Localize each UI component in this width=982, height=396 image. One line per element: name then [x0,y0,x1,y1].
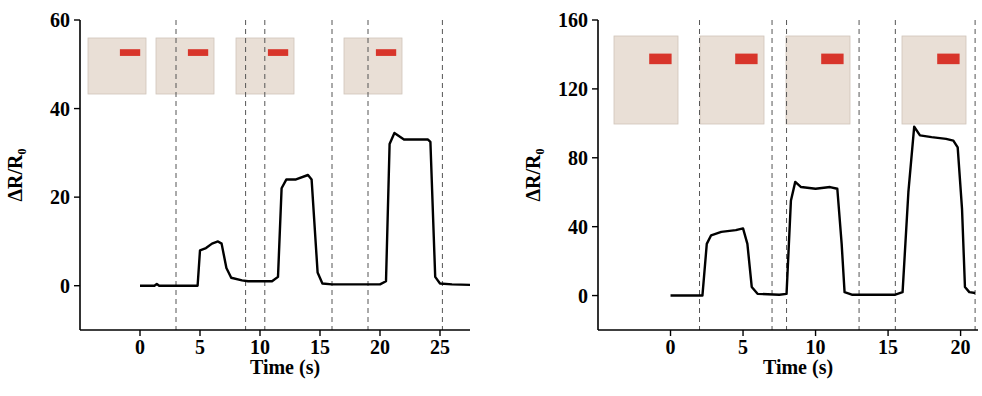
divider [975,20,976,330]
photo-placeholder [156,38,214,94]
y-tick-label: 60 [50,9,70,31]
y-tick [592,157,598,158]
y-axis-title: ΔR/R₀ [522,149,544,202]
x-axis-title: Time (s) [763,356,833,379]
x-tick-label: 0 [666,336,676,358]
data-line [671,127,976,296]
y-tick-label: 40 [50,98,70,120]
y-tick [74,19,80,20]
divider [245,20,246,330]
y-tick [592,88,598,89]
y-tick [74,108,80,109]
photo-placeholder [786,36,850,124]
photo-placeholder [88,38,146,94]
photo-sensor [120,49,140,56]
photo-sensor [649,54,671,65]
y-tick-label: 160 [558,9,588,31]
x-tick-label: 5 [738,336,748,358]
y-tick [74,285,80,286]
y-tick [592,226,598,227]
x-tick-label: 5 [195,336,205,358]
divider [772,20,773,330]
x-axis-title: Time (s) [250,356,320,379]
x-tick-label: 15 [310,336,330,358]
data-line [140,133,470,286]
photo-placeholder [344,38,402,94]
y-axis [597,20,599,330]
x-tick-label: 15 [878,336,898,358]
photo-sensor [735,54,757,65]
y-tick-label: 120 [558,78,588,100]
y-tick-label: 0 [578,285,588,307]
divider [176,20,177,330]
x-tick-label: 0 [135,336,145,358]
divider [699,20,700,330]
x-axis [80,329,470,331]
y-tick [592,295,598,296]
panel: 0 40 80 120 160 0 5 10 15 20 Time (s) ΔR/R₀ [522,9,978,379]
photo-placeholder [614,36,678,124]
divider [264,20,265,330]
x-tick-label: 10 [806,336,826,358]
x-tick-label: 20 [951,336,971,358]
y-tick-label: 0 [60,275,70,297]
photo-sensor [937,54,959,65]
photo-sensor [268,49,288,56]
y-tick [74,196,80,197]
x-tick-label: 20 [370,336,390,358]
plot-area [140,133,470,286]
y-axis-title: ΔR/R₀ [4,149,26,202]
y-tick [592,19,598,20]
divider [859,20,860,330]
divider [895,20,896,330]
x-axis [598,329,978,331]
y-tick-label: 40 [568,216,588,238]
figure: 0 20 40 60 0 5 10 15 20 25 Time (s) ΔR/R₀ 0 40 80 120 16… [0,0,982,396]
dividers [700,20,976,330]
y-tick-label: 20 [50,186,70,208]
photo-placeholder [902,36,966,124]
y-tick-label: 80 [568,147,588,169]
photo-sensor [188,49,208,56]
photo-placeholder [700,36,764,124]
photo-sensor [821,54,843,65]
photo-sensor [376,49,396,56]
x-tick-label: 25 [430,336,450,358]
x-tick-label: 10 [250,336,270,358]
plot-area [671,127,976,296]
panel: 0 20 40 60 0 5 10 15 20 25 Time (s) ΔR/R₀ [4,9,470,379]
y-axis [79,20,81,330]
